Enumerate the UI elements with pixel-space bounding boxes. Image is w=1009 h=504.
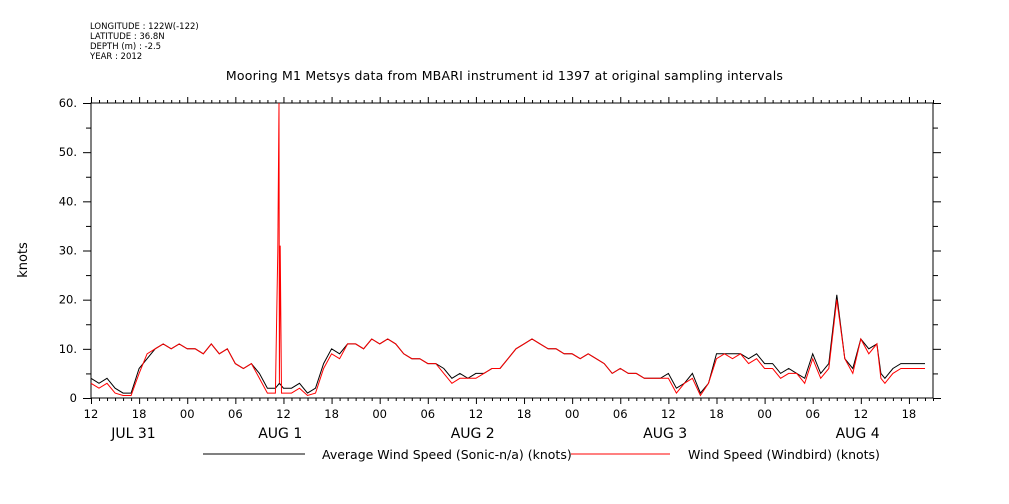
- x-tick-label: 12: [661, 407, 676, 421]
- x-tick-label: 00: [372, 407, 387, 421]
- x-date-label: AUG 1: [258, 426, 302, 442]
- x-tick-label: 18: [902, 407, 917, 421]
- metadata-block: LONGITUDE : 122W(-122) LATITUDE : 36.8N …: [90, 22, 199, 62]
- x-tick-label: 06: [613, 407, 628, 421]
- series-line-average-wind-speed: [90, 294, 925, 395]
- x-date-label: AUG 2: [451, 426, 495, 442]
- x-tick-label: 06: [805, 407, 820, 421]
- y-tick-label: 50.: [59, 145, 77, 159]
- x-tick-label: 00: [757, 407, 772, 421]
- year-text: YEAR : 2012: [90, 52, 143, 62]
- x-tick-label: 12: [276, 407, 291, 421]
- y-tick-label: 10.: [59, 342, 77, 356]
- x-date-label: AUG 4: [836, 426, 880, 442]
- x-tick-label: 00: [565, 407, 580, 421]
- series-line-windbird-wind-speed: [90, 102, 925, 397]
- latitude-text: LATITUDE : 36.8N: [90, 32, 165, 42]
- x-tick-label: 18: [324, 407, 339, 421]
- x-tick-label: 12: [854, 407, 869, 421]
- x-tick-label: 12: [84, 407, 99, 421]
- x-tick-label: 12: [469, 407, 484, 421]
- x-tick-label: 06: [420, 407, 435, 421]
- longitude-text: LONGITUDE : 122W(-122): [90, 22, 199, 32]
- x-tick-label: 18: [132, 407, 147, 421]
- x-date-label: JUL 31: [110, 426, 155, 442]
- y-tick-label: 0: [70, 391, 77, 405]
- y-tick-label: 60.: [59, 96, 77, 110]
- x-tick-label: 18: [517, 407, 532, 421]
- legend-label-windbird: Wind Speed (Windbird) (knots): [688, 447, 880, 462]
- y-tick-label: 30.: [59, 244, 77, 258]
- legend-label-average: Average Wind Speed (Sonic-n/a) (knots): [322, 447, 572, 462]
- x-tick-label: 00: [180, 407, 195, 421]
- depth-text: DEPTH (m) : -2.5: [90, 42, 162, 52]
- y-tick-label: 40.: [59, 194, 77, 208]
- y-tick-label: 20.: [59, 293, 77, 307]
- x-tick-label: 06: [228, 407, 243, 421]
- x-tick-label: 18: [709, 407, 724, 421]
- chart-title: Mooring M1 Metsys data from MBARI instru…: [225, 68, 784, 83]
- x-date-label: AUG 3: [643, 426, 687, 442]
